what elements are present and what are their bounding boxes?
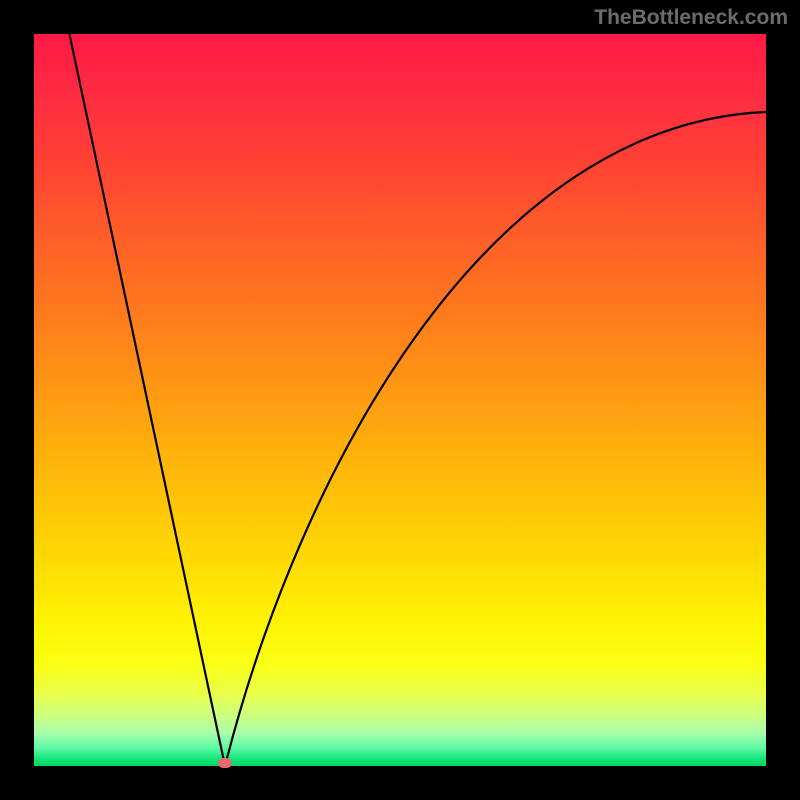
optimal-point-marker (218, 758, 232, 768)
plot-area (34, 34, 766, 766)
bottleneck-curve (34, 34, 766, 766)
watermark-text: TheBottleneck.com (594, 6, 788, 30)
curve-path (69, 34, 766, 766)
